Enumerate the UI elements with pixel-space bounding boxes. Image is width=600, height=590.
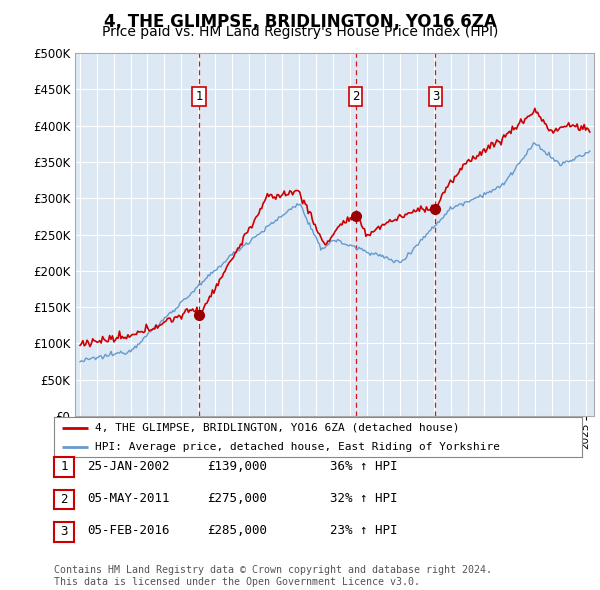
Text: 1: 1 <box>60 460 68 474</box>
Text: 4, THE GLIMPSE, BRIDLINGTON, YO16 6ZA (detached house): 4, THE GLIMPSE, BRIDLINGTON, YO16 6ZA (d… <box>95 423 460 433</box>
Text: 1: 1 <box>196 90 203 103</box>
Text: 05-MAY-2011: 05-MAY-2011 <box>87 492 170 505</box>
Text: £139,000: £139,000 <box>207 460 267 473</box>
Text: 2: 2 <box>352 90 359 103</box>
Text: HPI: Average price, detached house, East Riding of Yorkshire: HPI: Average price, detached house, East… <box>95 442 500 452</box>
Text: Price paid vs. HM Land Registry's House Price Index (HPI): Price paid vs. HM Land Registry's House … <box>102 25 498 40</box>
Text: 3: 3 <box>432 90 439 103</box>
Text: 4, THE GLIMPSE, BRIDLINGTON, YO16 6ZA: 4, THE GLIMPSE, BRIDLINGTON, YO16 6ZA <box>104 13 496 31</box>
Text: 32% ↑ HPI: 32% ↑ HPI <box>330 492 398 505</box>
Text: 25-JAN-2002: 25-JAN-2002 <box>87 460 170 473</box>
Text: £285,000: £285,000 <box>207 525 267 537</box>
Text: £275,000: £275,000 <box>207 492 267 505</box>
Text: 3: 3 <box>60 525 68 539</box>
Text: 05-FEB-2016: 05-FEB-2016 <box>87 525 170 537</box>
Text: Contains HM Land Registry data © Crown copyright and database right 2024.
This d: Contains HM Land Registry data © Crown c… <box>54 565 492 587</box>
Text: 36% ↑ HPI: 36% ↑ HPI <box>330 460 398 473</box>
Text: 23% ↑ HPI: 23% ↑ HPI <box>330 525 398 537</box>
Text: 2: 2 <box>60 493 68 506</box>
